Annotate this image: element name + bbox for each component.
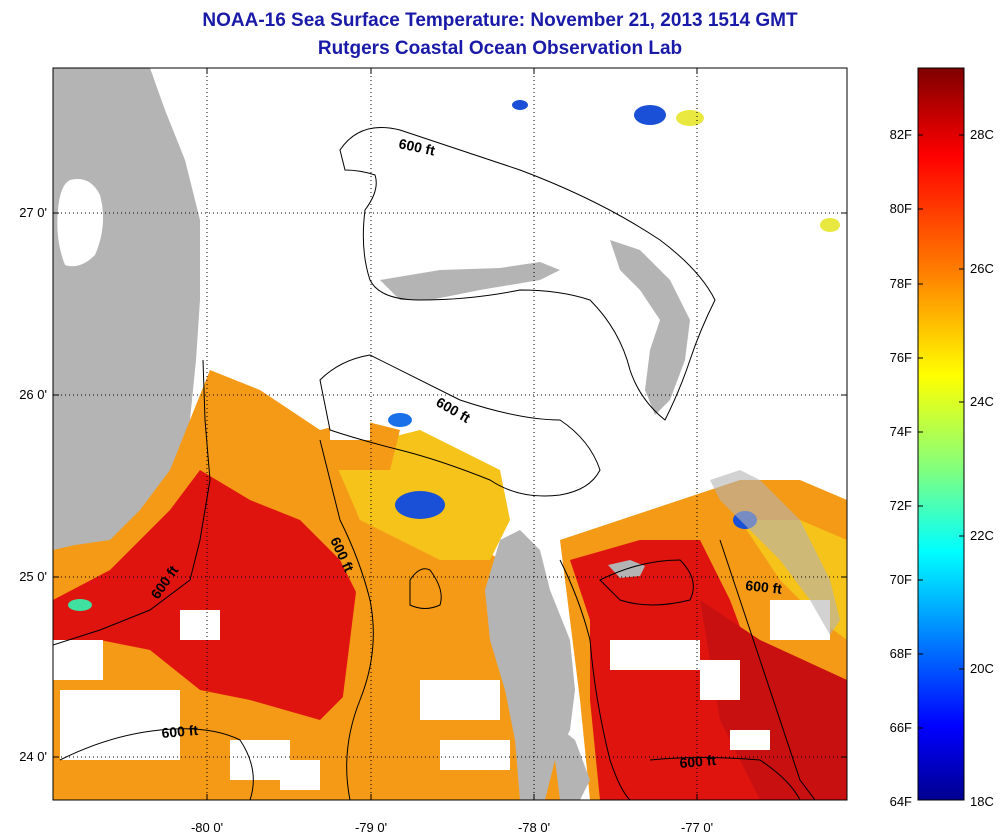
colorbar-c-label: 24C bbox=[970, 394, 994, 409]
colorbar bbox=[917, 67, 965, 801]
contour-label-600ft: 600 ft bbox=[745, 577, 783, 597]
map-ticks bbox=[53, 68, 847, 800]
colorbar-c-label: 26C bbox=[970, 261, 994, 276]
lat-label: 27 0' bbox=[19, 205, 47, 220]
lon-label: -78 0' bbox=[518, 820, 550, 835]
colorbar-f-label: 66F bbox=[890, 720, 912, 735]
contour-label-600ft: 600 ft bbox=[397, 135, 436, 158]
lon-label: -80 0' bbox=[191, 820, 223, 835]
lon-label: -79 0' bbox=[355, 820, 387, 835]
colorbar-f-label: 76F bbox=[890, 350, 912, 365]
map-subtitle: Rutgers Coastal Ocean Observation Lab bbox=[317, 38, 683, 59]
colorbar-f-ticks bbox=[918, 134, 964, 729]
colorbar-c-label: 22C bbox=[970, 528, 994, 543]
colorbar-f-label: 80F bbox=[890, 201, 912, 216]
lat-label: 25 0' bbox=[19, 569, 47, 584]
colorbar-f-label: 70F bbox=[890, 572, 912, 587]
map-title: NOAA-16 Sea Surface Temperature: Novembe… bbox=[202, 10, 798, 31]
graticule bbox=[53, 68, 847, 800]
colorbar-c-label: 20C bbox=[970, 661, 994, 676]
depth-contours bbox=[53, 127, 816, 800]
lat-label: 24 0' bbox=[19, 749, 47, 764]
colorbar-f-label: 78F bbox=[890, 276, 912, 291]
land-grand-bahama bbox=[380, 262, 560, 300]
colorbar-f-label: 82F bbox=[890, 127, 912, 142]
map-frame bbox=[52, 67, 848, 801]
colorbar-c-label: 28C bbox=[970, 127, 994, 142]
lake-okeechobee bbox=[57, 179, 104, 267]
land-eleuthera bbox=[710, 470, 840, 635]
contour-label-600ft: 600 ft bbox=[679, 752, 717, 771]
land-andros-south bbox=[550, 720, 590, 800]
cloud-cover bbox=[53, 420, 830, 790]
colorbar-c-label: 18C bbox=[970, 794, 994, 809]
lon-label: -77 0' bbox=[681, 820, 713, 835]
colorbar-f-label: 74F bbox=[890, 424, 912, 439]
colorbar-f-label: 68F bbox=[890, 646, 912, 661]
colorbar-f-label: 64F bbox=[890, 794, 912, 809]
land-abaco bbox=[610, 240, 690, 415]
colorbar-f-label: 72F bbox=[890, 498, 912, 513]
contour-label-600ft: 600 ft bbox=[161, 722, 199, 741]
lat-label: 26 0' bbox=[19, 387, 47, 402]
